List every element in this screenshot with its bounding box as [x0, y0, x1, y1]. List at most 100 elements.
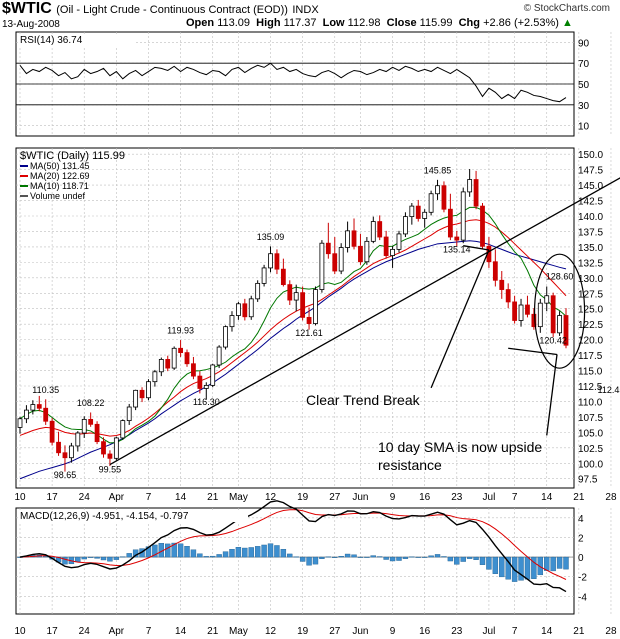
price-label: 135.09	[257, 232, 285, 242]
low-label: Low	[322, 17, 345, 29]
candle-body	[62, 452, 68, 459]
focus-ellipse	[533, 253, 586, 369]
candle-body	[113, 437, 119, 459]
candle-body	[422, 211, 428, 219]
candle-body	[383, 236, 389, 256]
macd-histogram-bar	[499, 556, 505, 578]
x-tick-label: Apr	[109, 492, 125, 503]
macd-histogram-bar	[415, 556, 421, 558]
close-value: 115.99	[419, 17, 453, 29]
candle-body	[165, 359, 171, 369]
candle-body	[319, 242, 325, 290]
macd-histogram-bar	[421, 556, 428, 558]
x-tick-label: 21	[207, 492, 219, 503]
x-tick-label: 10	[14, 492, 26, 503]
macd-histogram-bar	[306, 556, 312, 566]
macd-histogram-bar	[184, 546, 190, 558]
high-value: 117.37	[283, 17, 317, 29]
x-tick-label: 7	[512, 492, 518, 503]
macd-histogram-bar	[100, 556, 107, 561]
x-tick-label: 19	[297, 492, 309, 503]
x-tick-label: 16	[419, 626, 431, 637]
candle-body	[306, 316, 312, 324]
macd-tick-label: 4	[578, 514, 584, 525]
candle-body	[505, 289, 511, 303]
x-tick-label: 27	[329, 492, 341, 503]
x-tick-label: May	[229, 626, 248, 637]
candle-body	[454, 236, 460, 241]
price-tick-label: 147.5	[578, 166, 603, 177]
macd-histogram-bar	[177, 543, 184, 558]
x-tick-label: 16	[419, 492, 431, 503]
macd-histogram-bar	[351, 554, 357, 558]
x-tick-label: 28	[605, 492, 617, 503]
macd-histogram-bar	[152, 544, 158, 558]
sma-note-label: resistance	[378, 457, 442, 473]
candle-body	[550, 295, 556, 334]
macd-histogram-bar	[518, 556, 524, 581]
macd-histogram-bar	[556, 556, 563, 569]
candle-body	[280, 268, 286, 286]
x-tick-label: 21	[207, 626, 219, 637]
price-label: 110.35	[32, 385, 59, 395]
open-label: Open	[186, 17, 215, 29]
macd-histogram-bar	[447, 556, 454, 562]
x-tick-label: Apr	[109, 626, 125, 637]
candle-body	[56, 441, 61, 454]
trend-break-arrow	[430, 249, 490, 389]
legend-entry: MA(20) 122.69	[30, 171, 90, 181]
sma-note-arrow	[546, 354, 558, 436]
high-label: High	[256, 17, 281, 29]
price-tick-label: 107.5	[578, 413, 603, 424]
candle-body	[101, 441, 106, 455]
x-tick-label: 7	[512, 626, 518, 637]
candle-body	[480, 205, 485, 247]
candle-body	[210, 364, 216, 386]
macd-histogram-bar	[248, 547, 254, 558]
macd-histogram-bar	[280, 548, 287, 558]
candle-body	[358, 245, 363, 263]
candle-body	[223, 326, 228, 348]
macd-histogram-bar	[338, 555, 344, 558]
price-label: 99.55	[99, 465, 122, 475]
candle-body	[68, 445, 74, 459]
candle-body	[512, 301, 518, 321]
macd-histogram-bar	[299, 556, 306, 562]
macd-histogram-bar	[486, 556, 492, 570]
x-tick-label: 27	[329, 626, 341, 637]
exchange: INDX	[292, 4, 319, 16]
rsi-label-bg	[18, 34, 136, 46]
macd-histogram-bar	[254, 546, 261, 558]
x-tick-label: 23	[451, 626, 463, 637]
macd-line	[19, 500, 567, 593]
candle-body	[557, 315, 562, 334]
macd-histogram-bar	[274, 545, 280, 558]
macd-histogram-bar	[261, 544, 267, 558]
macd-tick-label: -4	[578, 592, 587, 603]
candle-body	[518, 304, 524, 321]
macd-tick-label: -2	[578, 573, 587, 584]
price-tick-label: 137.5	[578, 227, 603, 238]
macd-histogram-bar	[94, 556, 100, 559]
price-tick-label: 105.0	[578, 428, 603, 439]
x-tick-label: 23	[451, 492, 463, 503]
macd-histogram-bar	[107, 556, 113, 562]
x-tick-label: 10	[14, 626, 26, 637]
rsi-label: RSI(14) 36.74	[20, 35, 83, 46]
candle-body	[377, 221, 383, 238]
macd-tick-label: 0	[578, 553, 584, 564]
macd-histogram-bar	[171, 542, 177, 558]
candle-body	[544, 295, 550, 304]
candle-body	[447, 208, 453, 238]
macd-histogram-bar	[210, 555, 216, 558]
x-tick-label: Jun	[352, 492, 368, 503]
candle-body	[24, 409, 29, 420]
candle-body	[139, 389, 145, 399]
x-tick-label: 21	[573, 626, 585, 637]
candle-body	[293, 292, 299, 301]
sma-note-label: 10 day SMA is now upside	[378, 439, 542, 455]
macd-histogram-bar	[544, 556, 550, 571]
candle-body	[467, 179, 473, 193]
candle-body	[248, 298, 254, 318]
